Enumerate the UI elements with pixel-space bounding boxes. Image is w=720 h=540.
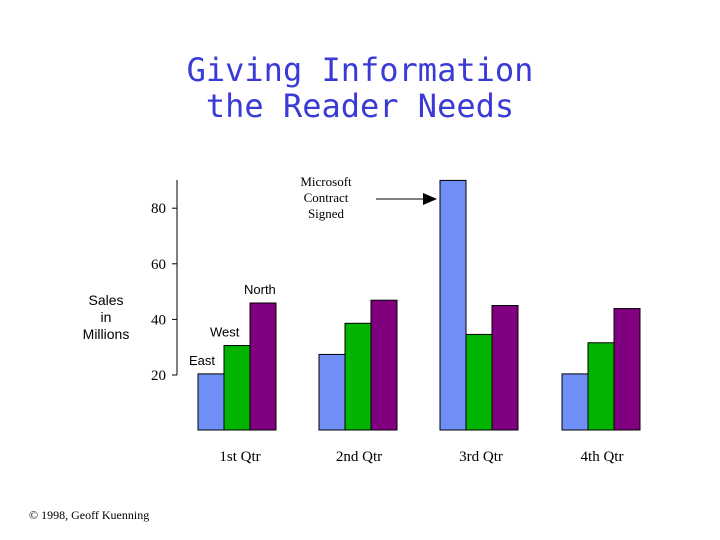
bar-east-2 xyxy=(318,353,346,431)
y-axis-label-line: Sales xyxy=(88,292,123,308)
slide-title: Giving Information the Reader Needs xyxy=(0,52,720,124)
bar-north-4 xyxy=(613,308,641,431)
category-label: 2nd Qtr xyxy=(336,449,382,465)
bar-east-3 xyxy=(439,179,467,431)
category-label: 1st Qtr xyxy=(219,449,260,465)
y-tick-label: 80 xyxy=(151,201,166,217)
annotation-arrow-head xyxy=(423,193,437,205)
bar-west-3 xyxy=(465,333,493,431)
series-label-east: East xyxy=(189,353,215,368)
y-tick-label: 40 xyxy=(151,312,166,328)
category-label: 4th Qtr xyxy=(581,449,624,465)
category-label: 3rd Qtr xyxy=(459,449,503,465)
y-tick-label: 60 xyxy=(151,257,166,273)
annotation-text-line: Microsoft xyxy=(300,174,352,189)
bar-west-4 xyxy=(587,342,615,431)
bar-north-2 xyxy=(370,299,398,431)
copyright-notice: © 1998, Geoff Kuenning xyxy=(29,508,150,522)
title-line-1: Giving Information xyxy=(186,51,534,89)
bar-east-4 xyxy=(561,373,589,431)
annotation-text-line: Signed xyxy=(308,206,345,221)
annotation-text-line: Contract xyxy=(304,190,349,205)
bar-west-2 xyxy=(344,322,372,431)
series-label-west: West xyxy=(210,325,240,340)
bar-east-1 xyxy=(197,373,225,431)
title-line-2: the Reader Needs xyxy=(205,87,515,125)
y-tick-label: 20 xyxy=(151,368,166,384)
y-axis-label-line: Millions xyxy=(83,326,130,342)
bar-west-1 xyxy=(223,345,251,431)
series-label-north: North xyxy=(244,282,276,297)
y-axis-label-line: in xyxy=(101,309,112,325)
bar-north-3 xyxy=(491,305,519,431)
bar-north-1 xyxy=(249,302,277,431)
